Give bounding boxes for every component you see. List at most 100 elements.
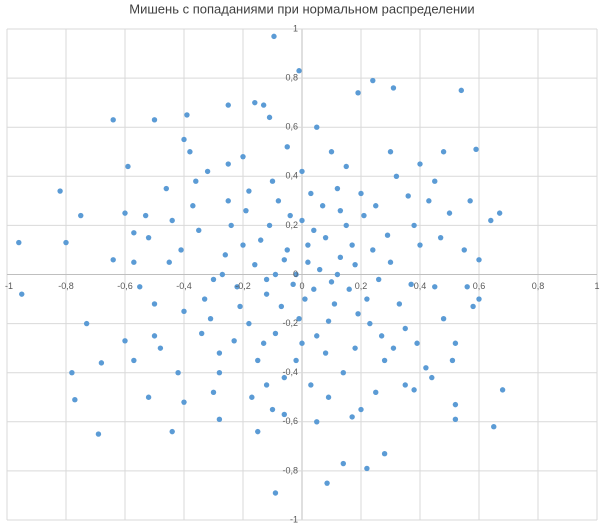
point bbox=[275, 198, 282, 204]
point bbox=[210, 276, 217, 283]
point bbox=[423, 365, 429, 371]
point bbox=[163, 185, 169, 192]
point bbox=[249, 394, 255, 400]
point bbox=[367, 320, 373, 327]
point bbox=[142, 212, 149, 219]
point bbox=[272, 330, 279, 337]
point bbox=[175, 370, 181, 376]
point bbox=[387, 259, 394, 265]
y-tick-label: 0,8 bbox=[285, 72, 298, 82]
point bbox=[296, 315, 302, 322]
point bbox=[110, 117, 116, 123]
point bbox=[204, 168, 211, 175]
y-tick-label: -1 bbox=[290, 514, 298, 524]
point bbox=[470, 303, 476, 310]
point bbox=[440, 149, 447, 155]
point bbox=[381, 357, 388, 364]
point bbox=[151, 333, 158, 339]
point bbox=[199, 330, 205, 337]
point bbox=[381, 451, 388, 457]
point bbox=[240, 153, 246, 160]
point bbox=[260, 102, 267, 108]
point bbox=[219, 271, 226, 278]
point bbox=[370, 247, 376, 253]
point bbox=[225, 198, 231, 204]
point bbox=[181, 136, 187, 143]
point bbox=[464, 284, 470, 290]
point bbox=[151, 301, 158, 307]
point bbox=[305, 259, 311, 265]
y-tick-label: -0,4 bbox=[282, 367, 298, 377]
point bbox=[343, 222, 349, 229]
point bbox=[216, 370, 223, 376]
point bbox=[314, 124, 320, 130]
x-tick-label: 1 bbox=[594, 281, 599, 291]
point bbox=[284, 144, 290, 150]
point bbox=[337, 207, 344, 214]
y-tick-label: -0,6 bbox=[282, 416, 298, 426]
point bbox=[184, 112, 190, 118]
point bbox=[190, 203, 196, 209]
y-tick-label: 0,6 bbox=[285, 122, 298, 132]
point bbox=[246, 188, 252, 194]
point bbox=[414, 340, 420, 346]
point bbox=[225, 161, 231, 167]
point bbox=[461, 247, 467, 253]
point bbox=[343, 163, 349, 170]
point bbox=[334, 185, 341, 192]
point bbox=[352, 345, 358, 351]
point bbox=[405, 193, 411, 199]
point bbox=[476, 257, 482, 263]
point bbox=[384, 232, 391, 238]
point bbox=[234, 284, 240, 290]
point bbox=[16, 239, 22, 246]
point bbox=[78, 212, 84, 219]
point bbox=[499, 387, 506, 393]
point bbox=[364, 296, 370, 302]
point bbox=[429, 374, 435, 381]
point bbox=[287, 212, 293, 219]
point bbox=[393, 173, 400, 179]
point bbox=[437, 234, 444, 241]
point bbox=[269, 178, 276, 184]
point bbox=[281, 411, 287, 418]
point bbox=[187, 149, 193, 155]
point bbox=[308, 190, 314, 197]
point bbox=[145, 234, 152, 241]
point bbox=[337, 254, 344, 261]
point bbox=[125, 163, 131, 170]
point bbox=[331, 301, 338, 307]
point bbox=[319, 203, 326, 209]
point bbox=[373, 389, 379, 396]
point bbox=[57, 188, 63, 194]
point bbox=[411, 222, 417, 229]
point bbox=[432, 284, 438, 290]
point bbox=[452, 416, 459, 423]
point bbox=[373, 203, 379, 209]
x-tick-label: 0,6 bbox=[473, 281, 486, 291]
point bbox=[269, 406, 276, 413]
point bbox=[169, 428, 175, 435]
point bbox=[302, 296, 308, 302]
point bbox=[426, 198, 432, 204]
point bbox=[496, 210, 503, 216]
point bbox=[340, 370, 346, 376]
point bbox=[411, 387, 417, 393]
point bbox=[305, 242, 311, 248]
x-tick-label: -1 bbox=[5, 281, 13, 291]
point bbox=[272, 271, 279, 278]
point bbox=[452, 340, 459, 346]
point bbox=[252, 99, 258, 106]
point bbox=[281, 374, 287, 381]
point bbox=[346, 286, 352, 292]
point bbox=[63, 239, 69, 246]
point bbox=[452, 401, 459, 408]
point bbox=[361, 212, 367, 219]
point bbox=[376, 276, 382, 283]
point bbox=[311, 227, 317, 234]
point bbox=[358, 190, 364, 197]
point bbox=[178, 247, 184, 253]
point bbox=[458, 87, 464, 94]
point bbox=[151, 117, 158, 123]
